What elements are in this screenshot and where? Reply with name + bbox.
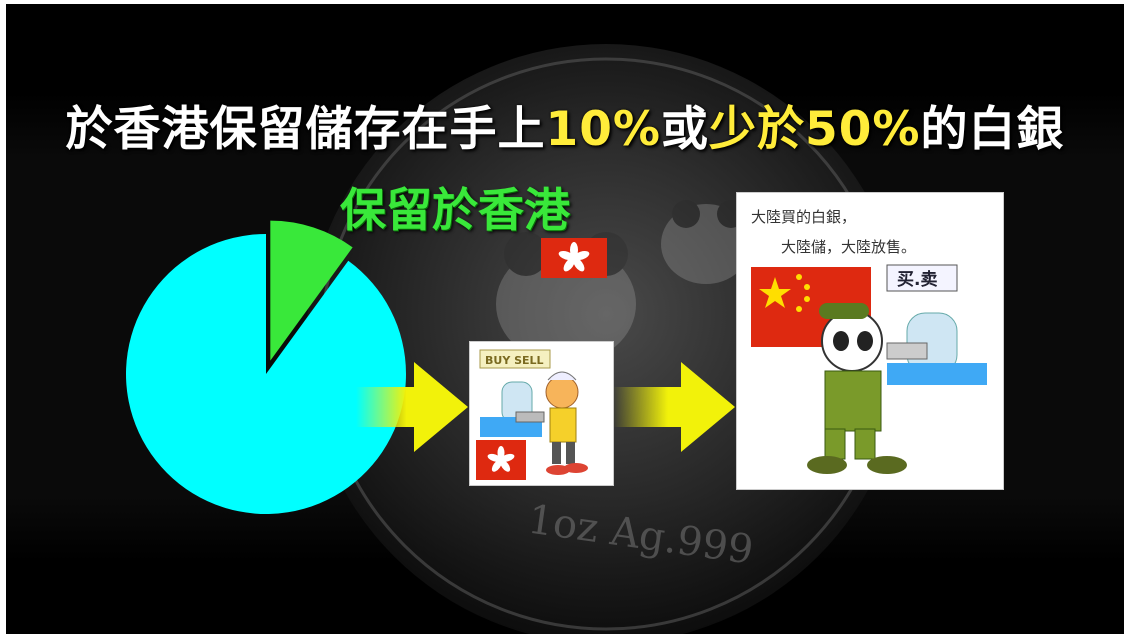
title-part3: 的白銀 xyxy=(920,102,1065,157)
pie-slice-kept xyxy=(270,220,353,361)
mainland-shop-illustration: 大陸買的白銀， 大陸儲，大陸放售。 买.卖 xyxy=(736,192,1004,490)
panda-icon xyxy=(807,303,928,474)
hk-flag-icon xyxy=(541,238,607,278)
arrow-right-icon xyxy=(356,362,468,452)
slide-frame: 1oz Ag.999 於香港保留儲存在手上10%或少於50%的白銀 保留於香港 xyxy=(6,4,1124,634)
mainland-sign-text: 买.卖 xyxy=(897,269,937,290)
arrow-right-icon-2 xyxy=(613,362,735,452)
keep-in-hk-label: 保留於香港 xyxy=(340,183,570,237)
pie-chart xyxy=(125,220,406,514)
title-part1: 於香港保留儲存在手上 xyxy=(65,102,546,157)
hk-shop-illustration: BUY SELL xyxy=(469,341,614,486)
page-title: 於香港保留儲存在手上10%或少於50%的白銀 xyxy=(6,100,1124,160)
title-percent-10: 10% xyxy=(545,102,661,157)
shop-sign-text: BUY SELL xyxy=(485,354,544,367)
title-percent-50: 少於50% xyxy=(709,102,921,157)
pie-slice-main xyxy=(125,234,406,514)
title-or: 或 xyxy=(661,102,709,157)
mainland-caption-line1: 大陸買的白銀， xyxy=(751,208,857,226)
hk-flag-small-icon xyxy=(476,440,526,480)
mainland-caption-line2: 大陸儲，大陸放售。 xyxy=(781,238,917,256)
